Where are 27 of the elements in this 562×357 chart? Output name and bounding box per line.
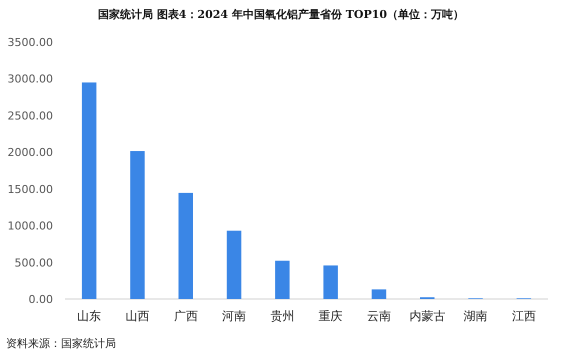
x-tick-label: 河南 — [222, 309, 246, 323]
y-tick-label: 1500.00 — [8, 182, 53, 196]
bar — [82, 82, 96, 299]
x-tick-label: 山西 — [125, 309, 150, 323]
text: 资料来源：国家统计局 — [6, 337, 116, 350]
y-tick-label: 2500.00 — [8, 109, 53, 122]
y-tick-label: 1000.00 — [8, 220, 53, 233]
x-tick-label: 内蒙古 — [409, 309, 446, 323]
x-tick-label: 贵州 — [270, 309, 294, 323]
x-tick-label: 广西 — [174, 309, 198, 323]
bar — [372, 289, 386, 299]
y-tick-label: 3500.00 — [8, 36, 53, 49]
bar — [275, 260, 290, 299]
y-tick-label: 500.00 — [14, 256, 53, 270]
x-tick-label: 山东 — [77, 309, 102, 323]
x-tick-label: 湖南 — [464, 309, 488, 323]
bar — [130, 151, 145, 299]
x-tick-label: 云南 — [366, 309, 391, 323]
y-tick-label: 2000.00 — [8, 146, 53, 160]
chart-title: 国家统计局 图表4：2024 年中国氧化铝产量省份 TOP10（单位：万吨） — [98, 8, 464, 21]
bar — [178, 192, 193, 299]
bar — [226, 230, 242, 299]
x-tick-label: 重庆 — [318, 309, 343, 323]
x-tick-label: 江西 — [512, 309, 536, 323]
y-tick-label: 3000.00 — [8, 72, 53, 86]
y-tick-label: 0.00 — [28, 293, 53, 306]
bar — [323, 265, 338, 299]
